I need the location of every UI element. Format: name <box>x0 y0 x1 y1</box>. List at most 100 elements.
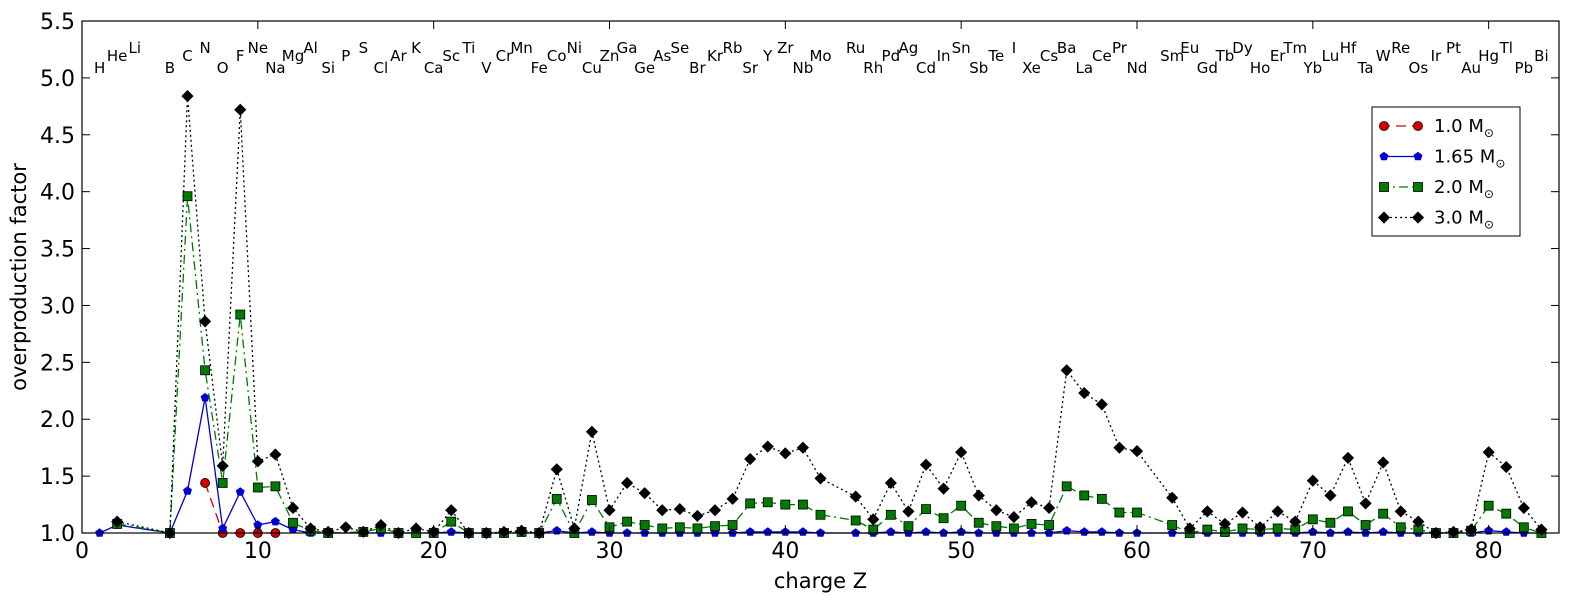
series-3 <box>111 90 1548 540</box>
series-3-point-76 <box>1517 501 1530 515</box>
series-2-point-67 <box>1378 508 1389 519</box>
element-label-mo: Mo <box>809 47 831 65</box>
element-label-ba: Ba <box>1057 39 1076 57</box>
series-3-point-77 <box>1535 523 1548 536</box>
element-label-xe: Xe <box>1022 59 1041 77</box>
series-1-point-51 <box>1062 526 1072 535</box>
series-3-point-20 <box>497 525 511 538</box>
series-3-point-63 <box>1289 515 1302 528</box>
series-3-point-24 <box>568 522 581 535</box>
element-label-eu: Eu <box>1180 39 1199 57</box>
y-tick-label: 4.5 <box>40 124 75 149</box>
series-2-point-61 <box>1272 523 1283 534</box>
series-3-point-9 <box>304 522 317 535</box>
series-3-point-56 <box>1166 491 1179 504</box>
series-2-point-4 <box>217 478 228 488</box>
series-3-point-69 <box>1394 505 1407 518</box>
y-axis-label: overproduction factor <box>7 163 31 391</box>
y-tick-label: 5.5 <box>40 10 75 35</box>
series-2-point-7 <box>270 481 281 492</box>
x-tick-label: 60 <box>1123 539 1151 564</box>
series-3-point-62 <box>1271 505 1284 518</box>
element-label-mn: Mn <box>510 39 532 57</box>
series-2-point-33 <box>745 498 756 509</box>
element-label-ne: Ne <box>248 39 268 57</box>
series-3-point-12 <box>357 525 370 538</box>
series-2-point-63 <box>1307 514 1318 525</box>
series-3-point-49 <box>1025 496 1038 509</box>
series-3-point-75 <box>1500 460 1513 474</box>
element-label-w: W <box>1376 47 1391 65</box>
series-2-point-34 <box>762 497 773 508</box>
element-label-fe: Fe <box>531 59 548 77</box>
element-label-cd: Cd <box>916 59 936 77</box>
element-label-kr: Kr <box>707 47 724 65</box>
series-2-point-38 <box>850 515 861 526</box>
element-label-re: Re <box>1391 39 1410 57</box>
element-label-ag: Ag <box>899 39 919 57</box>
series-3-point-60 <box>1236 506 1249 519</box>
series-3-point-70 <box>1412 515 1425 528</box>
series-3-point-73 <box>1465 523 1478 536</box>
element-label-tl: Tl <box>1499 39 1513 57</box>
y-tick-label: 1.5 <box>40 465 75 490</box>
element-label-ar: Ar <box>390 47 407 65</box>
element-label-er: Er <box>1270 47 1286 65</box>
series-3-point-23 <box>550 463 563 476</box>
legend-entry-2: 2.0 M⊙ <box>1379 177 1494 201</box>
series-2-point-24 <box>587 495 597 505</box>
element-label-pb: Pb <box>1515 59 1534 77</box>
legend-label: 1.65 M⊙ <box>1434 147 1505 171</box>
series-2-point-54 <box>1132 507 1142 518</box>
series-2-point-73 <box>1483 500 1494 511</box>
series-2-point-59 <box>1237 523 1248 534</box>
series-3-point-42 <box>902 505 915 518</box>
series-2-point-55 <box>1167 520 1178 530</box>
y-tick-label: 3.5 <box>40 238 75 263</box>
series-2-point-30 <box>692 523 703 534</box>
series-3-point-41 <box>884 476 897 490</box>
element-label-ge: Ge <box>634 59 655 77</box>
element-label-bi: Bi <box>1534 47 1548 65</box>
series-3-point-13 <box>374 518 387 532</box>
x-tick-label: 80 <box>1475 539 1503 564</box>
element-label-sn: Sn <box>952 39 971 57</box>
plot-background <box>82 21 1559 533</box>
series-3-point-46 <box>972 489 985 502</box>
y-tick-label: 4.0 <box>40 181 75 206</box>
legend-marker-left <box>1379 182 1389 192</box>
series-2-point-36 <box>798 499 808 510</box>
series-3-point-45 <box>955 446 968 459</box>
series-2-point-45 <box>973 517 984 528</box>
element-label-y: Y <box>762 47 773 65</box>
series-3-point-38 <box>814 472 827 485</box>
series-3-point-52 <box>1078 386 1091 400</box>
series-1-point-3 <box>183 486 192 495</box>
x-tick-label: 20 <box>420 539 448 564</box>
plot-area <box>82 21 1559 533</box>
series-3-point-31 <box>691 509 704 522</box>
series-3-point-64 <box>1306 474 1319 487</box>
element-label-k: K <box>411 39 422 57</box>
series-1-point-8 <box>270 516 280 526</box>
element-label-mg: Mg <box>282 47 304 65</box>
series-2-point-64 <box>1325 517 1336 528</box>
element-label-ir: Ir <box>1431 47 1442 65</box>
series-3-point-34 <box>744 452 757 466</box>
series-3-point-3 <box>199 315 212 328</box>
element-label-ti: Ti <box>461 39 475 57</box>
element-label-co: Co <box>547 47 567 65</box>
element-label-sr: Sr <box>742 59 759 77</box>
series-3-point-48 <box>1007 511 1020 524</box>
series-3-point-47 <box>990 504 1003 517</box>
legend-label: 2.0 M⊙ <box>1434 177 1494 201</box>
series-3-point-59 <box>1218 517 1231 530</box>
series-2-point-16 <box>446 516 457 527</box>
series-3-point-36 <box>779 447 792 460</box>
series-3-point-72 <box>1447 525 1460 538</box>
element-label-gd: Gd <box>1197 59 1218 77</box>
legend-entry-3: 3.0 M⊙ <box>1377 208 1494 232</box>
element-label-sc: Sc <box>442 47 460 65</box>
series-3-point-28 <box>638 487 651 500</box>
element-label-ta: Ta <box>1357 59 1374 77</box>
